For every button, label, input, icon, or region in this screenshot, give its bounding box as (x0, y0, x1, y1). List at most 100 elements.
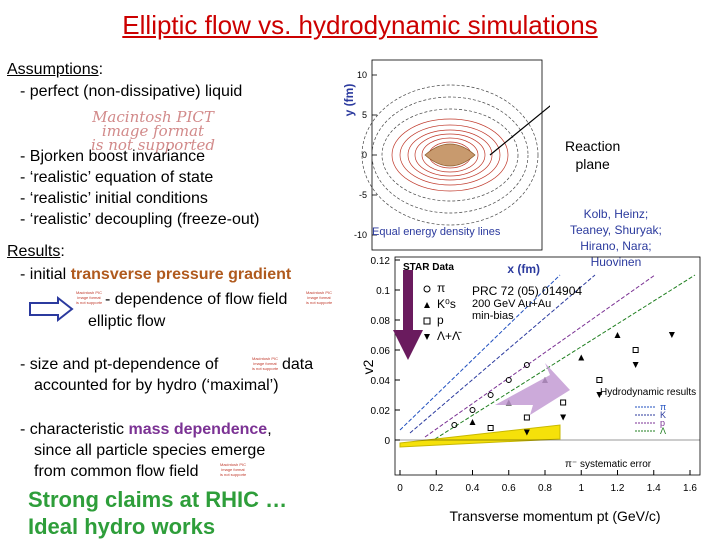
assumptions-colon: : (98, 61, 104, 78)
v2-xlabel: Transverse momentum pt (GeV/c) (449, 508, 660, 524)
v2-data-point (523, 429, 530, 436)
hydro-title: Hydrodynamic results (600, 387, 696, 398)
v2-ylabel: v2 (360, 359, 376, 374)
v2-data-point (505, 377, 512, 383)
results-line-8: from common flow field (34, 463, 199, 480)
hydro-proton: p (660, 418, 665, 428)
assumption-2: - Bjorken boost invariance (20, 148, 205, 165)
results-line-4-prefix: - size and pt-dependence of (20, 356, 219, 373)
pict-placeholder-small-2: Macintosh PICT image format is not suppo… (306, 290, 332, 306)
v2-data-point (596, 377, 603, 383)
v2-xtick-label: 1.2 (611, 483, 625, 494)
star-logo: STAR Data (403, 262, 454, 273)
energy-density-plot: 10 5 0 -5 -10 y (fm) x (fm) (342, 59, 550, 276)
pict-line-1: Macintosh PICT (92, 108, 214, 126)
legend-pion: π (437, 281, 445, 295)
results-colon: : (60, 243, 65, 260)
hydro-curves (399, 274, 696, 440)
down-arrow-icon (393, 270, 423, 360)
pict-line-2: image format (101, 122, 205, 140)
results-line-6-prefix: - characteristic (20, 421, 129, 438)
pict-small3-line-2: image format (253, 361, 277, 366)
assumption-5: - ‘realistic’ decoupling (freeze-out) (20, 211, 260, 228)
v2-data-point (487, 425, 494, 431)
v2-ytick-label: 0.08 (371, 316, 391, 327)
v2-data-point (487, 392, 494, 398)
v2-data-point (560, 399, 567, 406)
v2-xtick-label: 0.4 (466, 483, 480, 494)
reaction-plane-line (489, 105, 550, 156)
assumption-4: - ‘realistic’ initial conditions (20, 190, 208, 207)
mass-ordering-arrow-icon (495, 363, 570, 415)
v2-data-point (668, 332, 675, 338)
collision-system: 200 GeV Au+Au (472, 298, 552, 310)
assumptions-heading: Assumptions: (7, 60, 103, 80)
v2-xtick-label: 1.4 (647, 483, 661, 494)
pict-small-line-2: image format (77, 295, 101, 300)
pict-small4-line-1: Macintosh PICT (220, 462, 246, 467)
pict-placeholder-small-3: Macintosh PICT image format is not suppo… (252, 356, 278, 372)
centrality-label: min-bias (472, 310, 514, 322)
mass-dependence: mass dependence (128, 421, 268, 438)
pict-small3-line-3: is not supported (252, 366, 278, 371)
authors-label: Kolb, Heinz; Teaney, Shuryak; Hirano, Na… (570, 207, 662, 269)
transverse-pressure-gradient: transverse pressure gradient (70, 266, 292, 283)
legend-proton: p (437, 313, 444, 327)
hydro-lambda: Λ (660, 426, 666, 436)
pict-small4-line-3: is not supported (220, 472, 246, 477)
pict-small2-line-2: image format (307, 295, 331, 300)
top-xlabel: x (fm) (507, 262, 540, 276)
ytick-5: 5 (362, 110, 367, 120)
pict-small2-line-1: Macintosh PICT (306, 290, 332, 295)
v2-data-point (632, 347, 639, 353)
v2-plot: 0.12 0.1 0.08 0.06 0.04 0.02 0 0 0.2 0.4 0.6 0.8 1 1… (360, 256, 701, 524)
v2-yticks: 0.12 0.1 0.08 0.06 0.04 0.02 0 (371, 256, 400, 447)
ytick-m10: -10 (354, 230, 367, 240)
results-line-2: - dependence of flow field (105, 291, 288, 308)
v2-ytick-label: 0.12 (371, 256, 391, 267)
pict-small3-line-1: Macintosh PICT (252, 356, 278, 361)
assumption-3: - ‘realistic’ equation of state (20, 169, 214, 186)
v2-ytick-label: 0.1 (376, 286, 390, 297)
results-label: Results (7, 243, 61, 260)
ytick-10: 10 (357, 70, 367, 80)
slide-title: Elliptic flow vs. hydrodynamic simulatio… (122, 10, 598, 40)
legend-lambda: Λ+Λ̄ (437, 329, 462, 343)
v2-data-point (469, 407, 476, 413)
v2-ytick-label: 0.04 (371, 376, 391, 387)
v2-xtick-label: 0.6 (502, 483, 516, 494)
top-ylabel: y (fm) (342, 84, 356, 117)
prc-reference: PRC 72 (05) 014904 (472, 284, 583, 298)
contour-lines (361, 84, 539, 226)
v2-data-point (523, 414, 530, 421)
almond-overlap (424, 143, 476, 167)
v2-data-point (469, 419, 476, 425)
reaction-plane-label: Reaction plane (565, 138, 621, 172)
v2-data-point (560, 414, 567, 421)
v2-data-point (523, 362, 530, 368)
pict-small-line-1: Macintosh PICT (76, 290, 102, 295)
v2-plot-frame (394, 256, 701, 476)
results-line-3: elliptic flow (88, 313, 166, 330)
pict-small4-line-2: image format (221, 467, 245, 472)
syserr-label: π⁻ systematic error (565, 459, 652, 470)
assumptions-label: Assumptions (7, 61, 99, 78)
v2-xtick-label: 0.2 (429, 483, 443, 494)
results-line-1-prefix: - initial (20, 266, 71, 283)
pict-placeholder-large: Macintosh PICT image format is not suppo… (78, 108, 228, 153)
v2-ytick-label: 0.02 (371, 406, 391, 417)
ytick-m5: -5 (359, 190, 367, 200)
v2-ytick-label: 0 (384, 436, 390, 447)
results-line-4-suffix: data (282, 356, 314, 373)
pict-line-3: is not supported (90, 136, 216, 154)
implies-arrow-icon (29, 295, 74, 323)
pict-placeholder-small: Macintosh PICT image format is not suppo… (76, 290, 102, 306)
claims-line-2: Ideal hydro works (28, 514, 216, 539)
v2-data-point (578, 354, 585, 361)
v2-data-point (614, 332, 621, 338)
v2-xtick-label: 1.6 (683, 483, 697, 494)
v2-data-point (632, 362, 639, 368)
equal-energy-caption: Equal energy density lines (372, 226, 501, 238)
results-line-7: since all particle species emerge (34, 442, 266, 459)
systematic-error-band (399, 424, 561, 448)
